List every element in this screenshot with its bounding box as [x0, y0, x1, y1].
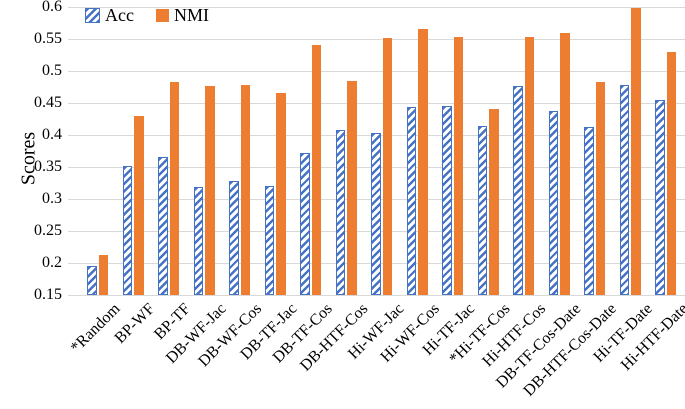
bar-nmi-*Hi-TF-Cos — [489, 108, 499, 295]
bar-acc-DB-TF-Jac — [264, 186, 275, 295]
x-tick-label-*Random: *Random — [67, 300, 124, 357]
bar-nmi-BP-TF — [169, 81, 180, 295]
bar-nmi-DB-TF-Jac — [276, 92, 286, 295]
y-tick-label: 0.5 — [42, 62, 62, 79]
y-tick-label: 0.15 — [34, 286, 62, 303]
bar-acc-DB-TF-Cos-Date — [548, 111, 559, 295]
bar-nmi-DB-TF-Cos — [311, 45, 322, 295]
legend-label-nmi: NMI — [173, 5, 209, 25]
legend: Acc NMI — [85, 5, 209, 26]
bar-acc-DB-WF-Jac — [193, 186, 204, 295]
bar-acc-DB-HTF-Cos — [335, 129, 346, 295]
legend-swatch-nmi-icon — [155, 9, 169, 22]
y-tick-label: 0.55 — [34, 30, 62, 47]
bar-nmi-DB-TF-Cos-Date — [560, 33, 570, 295]
bar-acc-BP-WF — [122, 165, 133, 295]
bar-acc-DB-WF-Cos — [229, 181, 239, 295]
bar-nmi-DB-HTF-Cos — [347, 81, 357, 295]
y-tick-label: 0.25 — [34, 222, 62, 239]
bar-nmi-Hi-WF-Jac — [382, 37, 393, 295]
bar-nmi-DB-WF-Jac — [205, 86, 215, 295]
bar-nmi-Hi-TF-Jac — [453, 37, 464, 295]
bar-acc-DB-TF-Cos — [300, 152, 310, 295]
bar-acc-*Random — [87, 265, 97, 295]
plot-area — [68, 6, 685, 296]
bar-acc-DB-HTF-Cos-Date — [584, 126, 594, 295]
y-tick-label: 0.4 — [42, 126, 62, 143]
bar-nmi-Hi-TF-Date — [631, 8, 641, 295]
bar-nmi-*Random — [98, 255, 109, 295]
gridline — [68, 70, 685, 72]
legend-swatch-acc-icon — [85, 8, 100, 23]
gridline — [68, 294, 685, 296]
y-tick-label: 0.35 — [34, 158, 62, 175]
legend-label-acc: Acc — [105, 5, 134, 25]
bar-nmi-Hi-HTF-Date — [666, 51, 677, 295]
y-tick-label: 0.2 — [42, 254, 62, 271]
bar-nmi-DB-HTF-Cos-Date — [595, 81, 606, 295]
y-tick-label: 0.3 — [42, 190, 62, 207]
bar-acc-Hi-WF-Cos — [406, 106, 417, 295]
bar-nmi-Hi-HTF-Cos — [524, 37, 535, 295]
bar-nmi-Hi-WF-Cos — [418, 29, 428, 295]
bar-acc-Hi-WF-Jac — [371, 133, 381, 295]
bar-acc-BP-TF — [158, 156, 168, 295]
y-tick-label: 0.6 — [42, 0, 62, 15]
gridline — [68, 6, 685, 8]
bar-nmi-BP-WF — [134, 115, 144, 295]
bar-acc-*Hi-TF-Cos — [477, 126, 488, 295]
bar-acc-Hi-TF-Jac — [442, 105, 452, 295]
bar-acc-Hi-TF-Date — [619, 85, 630, 295]
bar-acc-Hi-HTF-Date — [655, 100, 665, 295]
gridline — [68, 102, 685, 104]
gridline — [68, 38, 685, 40]
bar-nmi-DB-WF-Cos — [240, 85, 251, 295]
y-tick-label: 0.45 — [34, 94, 62, 111]
bar-acc-Hi-HTF-Cos — [513, 86, 523, 295]
